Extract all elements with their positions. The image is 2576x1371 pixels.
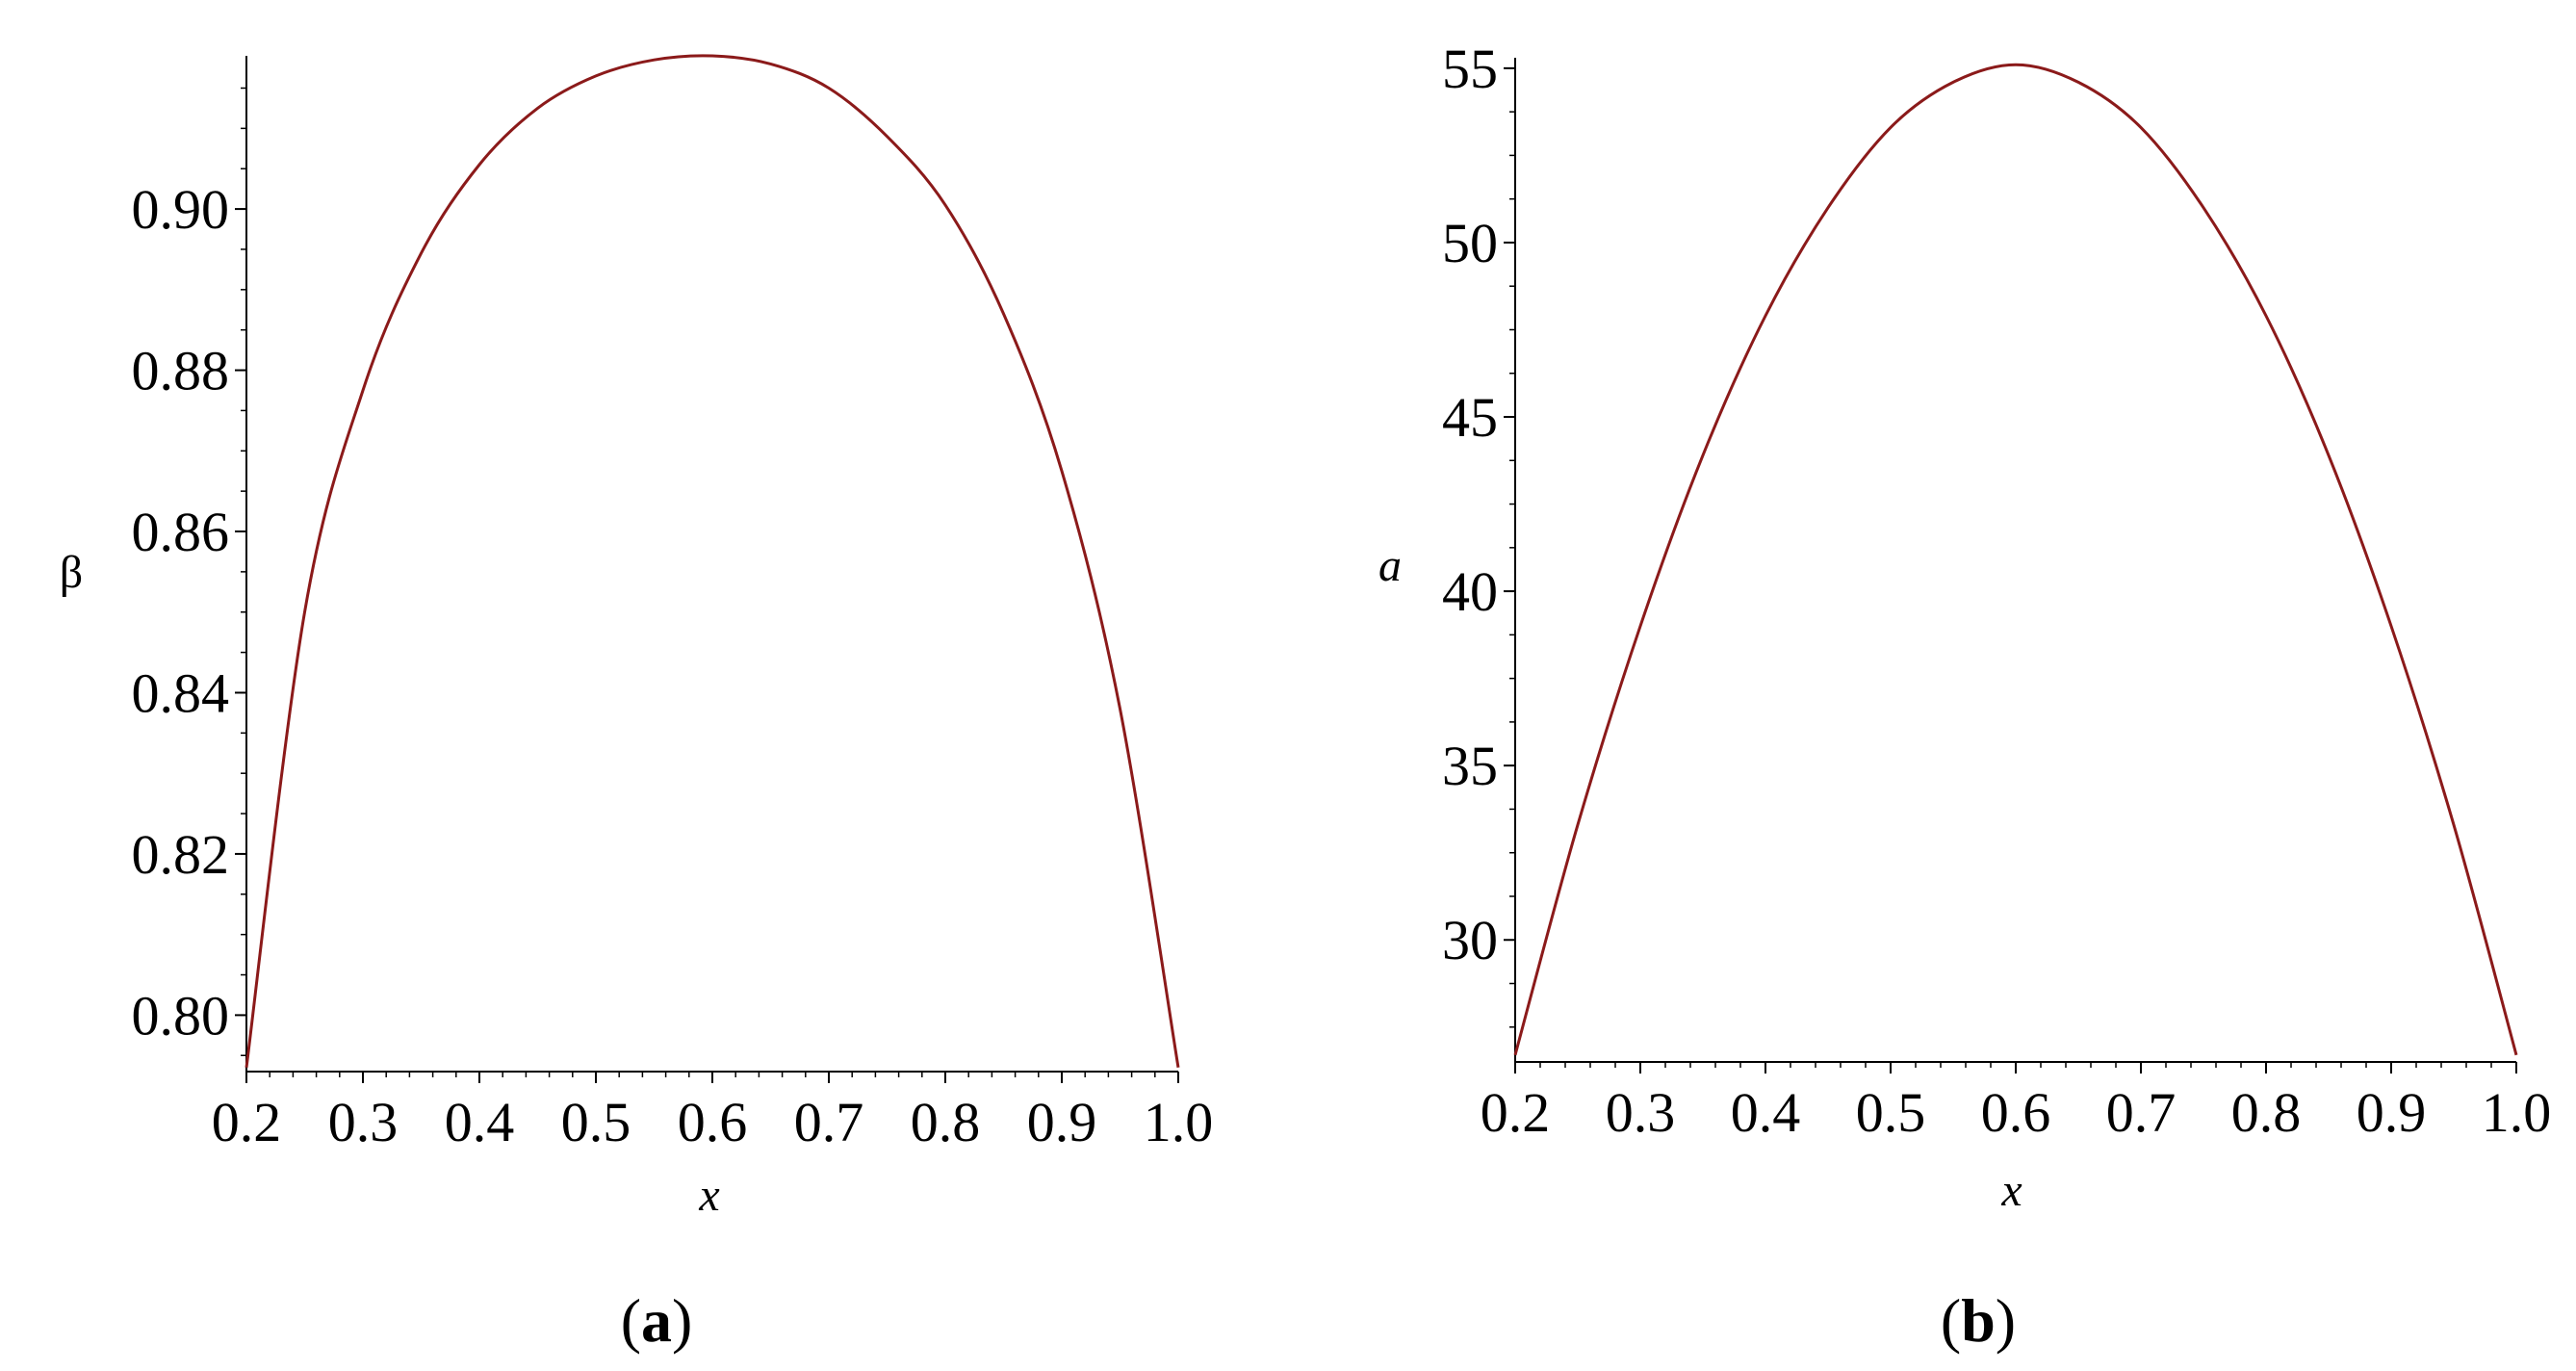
panel-b-y-tick-label: 50 <box>1442 212 1498 274</box>
panel-b-label: (b) <box>1941 1286 2016 1355</box>
panel-a-y-axis-label: β <box>60 547 83 598</box>
panel-b-y-tick-label: 55 <box>1442 38 1498 100</box>
panel-b-x-tick-label: 0.4 <box>1731 1081 1801 1144</box>
panel-a-y-ticks: 0.80 0.82 0.84 0.86 0.88 0.90 <box>132 87 246 1057</box>
panel-b-y-tick-label: 30 <box>1442 909 1498 971</box>
panel-a-x-tick-label: 1.0 <box>1144 1091 1214 1153</box>
panel-b-x-tick-label: 0.7 <box>2106 1081 2177 1144</box>
panel-a-letter: a <box>641 1286 672 1355</box>
panel-a-x-tick-label: 0.7 <box>794 1091 864 1153</box>
panel-b-x-tick-label: 0.9 <box>2357 1081 2427 1144</box>
panel-b-y-ticks: 30 35 40 45 50 55 <box>1442 38 1515 1028</box>
panel-a-x-ticks: 0.2 0.3 0.4 0.5 0.6 0.7 0.8 0.9 1.0 <box>212 1072 1214 1153</box>
panel-a-y-tick-label: 0.80 <box>132 984 230 1047</box>
panel-b-letter: b <box>1961 1286 1996 1355</box>
panel-a-x-tick-label: 0.8 <box>911 1091 981 1153</box>
panel-a-y-tick-label: 0.84 <box>132 661 230 724</box>
panel-b-x-tick-label: 0.8 <box>2231 1081 2302 1144</box>
panel-a-y-tick-label: 0.88 <box>132 340 230 402</box>
panel-a-x-tick-label: 0.6 <box>678 1091 748 1153</box>
panel-b-x-tick-label: 1.0 <box>2482 1081 2552 1144</box>
panel-a-x-tick-label: 0.2 <box>212 1091 282 1153</box>
panel-a-x-axis-label: x <box>698 1170 719 1221</box>
panel-a-x-tick-label: 0.9 <box>1027 1091 1097 1153</box>
panel-a-label: (a) <box>621 1286 693 1355</box>
panel-b-y-tick-label: 35 <box>1442 735 1498 797</box>
panel-b-x-axis-label: x <box>2000 1165 2022 1216</box>
panel-a-series-line <box>245 54 1180 1069</box>
panel-a-y-tick-label: 0.86 <box>132 501 230 563</box>
panel-b-x-tick-label: 0.3 <box>1606 1081 1676 1144</box>
panel-b-y-tick-label: 45 <box>1442 386 1498 449</box>
panel-b-x-tick-label: 0.2 <box>1481 1081 1551 1144</box>
panel-b: 0.2 0.3 0.4 0.5 0.6 0.7 0.8 0.9 1.0 30 35 40 45 50 55… <box>1378 38 2551 1355</box>
panel-b-x-tick-label: 0.6 <box>1981 1081 2051 1144</box>
panel-b-series-line <box>1513 63 2518 1056</box>
panel-a-y-tick-label: 0.82 <box>132 823 230 886</box>
panel-b-x-ticks: 0.2 0.3 0.4 0.5 0.6 0.7 0.8 0.9 1.0 <box>1481 1062 2552 1144</box>
panel-b-axes <box>1514 58 2516 1063</box>
panel-b-y-tick-label: 40 <box>1442 560 1498 623</box>
panel-a-x-tick-label: 0.3 <box>328 1091 399 1153</box>
panel-a: 0.2 0.3 0.4 0.5 0.6 0.7 0.8 0.9 1.0 0.80 0.82 0.84… <box>60 54 1214 1355</box>
panel-a-y-tick-label: 0.90 <box>132 178 230 241</box>
panel-a-x-tick-label: 0.5 <box>561 1091 631 1153</box>
panel-a-x-tick-label: 0.4 <box>445 1091 515 1153</box>
panel-b-y-axis-label: a <box>1378 540 1402 591</box>
panel-a-axes <box>245 56 1178 1073</box>
panel-b-x-tick-label: 0.5 <box>1856 1081 1926 1144</box>
